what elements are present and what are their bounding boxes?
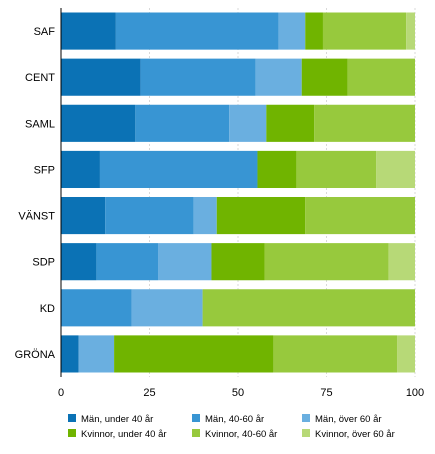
category-label: GRÖNA xyxy=(15,349,56,361)
bar-segment xyxy=(255,58,302,96)
bar-segment xyxy=(266,104,315,142)
bar-segment xyxy=(216,196,306,235)
bar-segment xyxy=(158,243,212,281)
bar-segment xyxy=(211,243,265,281)
legend: Män, under 40 år Män, 40-60 år Män, över 6… xyxy=(68,414,395,440)
tick-labels: 0 25 50 75 100 xyxy=(58,387,424,399)
x-tick-label: 75 xyxy=(320,387,332,399)
legend-swatch xyxy=(302,414,310,422)
bar-segment xyxy=(61,12,116,50)
x-tick-label: 50 xyxy=(232,387,244,399)
bar-segment xyxy=(278,12,306,50)
x-tick-label: 100 xyxy=(406,387,424,399)
bar-segment xyxy=(397,335,415,373)
legend-label: Män, 40-60 år xyxy=(205,414,264,425)
bar-segment xyxy=(61,196,106,235)
bar-segment xyxy=(131,289,203,327)
legend-swatch xyxy=(192,429,200,437)
bar-segment xyxy=(305,12,323,50)
category-label: VÄNST xyxy=(18,211,55,223)
legend-label: Kvinnor, över 60 år xyxy=(315,429,395,440)
category-label: SAML xyxy=(25,118,55,130)
legend-label: Kvinnor, 40-60 år xyxy=(205,429,277,440)
category-labels: SAF CENT SAML SFP VÄNST SDP KD GRÖNA xyxy=(15,26,56,361)
bar-segment xyxy=(99,150,258,189)
bar-segment xyxy=(140,58,256,96)
bar-segment xyxy=(61,104,136,142)
bar-segment xyxy=(305,196,415,235)
legend-label: Kvinnor, under 40 år xyxy=(81,429,167,440)
bar-segment xyxy=(388,243,415,281)
bar-segment xyxy=(105,196,194,235)
legend-swatch xyxy=(68,414,76,422)
bar-segment xyxy=(273,335,398,373)
bars xyxy=(61,12,415,373)
legend-label: Män, under 40 år xyxy=(81,414,153,425)
bar-segment xyxy=(296,150,377,189)
bar-segment xyxy=(78,335,115,373)
category-label: SAF xyxy=(34,26,56,38)
bar-segment xyxy=(322,12,407,50)
bar-segment xyxy=(193,196,217,235)
bar-segment xyxy=(314,104,415,142)
bar-segment xyxy=(61,58,141,96)
bar-segment xyxy=(229,104,267,142)
bar-segment xyxy=(96,243,159,281)
x-tick-label: 25 xyxy=(143,387,155,399)
bar-segment xyxy=(135,104,230,142)
bar-segment xyxy=(202,289,415,327)
legend-swatch xyxy=(302,429,310,437)
category-label: CENT xyxy=(25,72,55,84)
legend-swatch xyxy=(68,429,76,437)
legend-label: Män, över 60 år xyxy=(315,414,382,425)
category-label: KD xyxy=(40,303,55,315)
bar-segment xyxy=(114,335,274,373)
x-tick-label: 0 xyxy=(58,387,64,399)
bar-segment xyxy=(61,335,79,373)
legend-swatch xyxy=(192,414,200,422)
category-label: SDP xyxy=(32,257,55,269)
bar-segment xyxy=(301,58,348,96)
bar-segment xyxy=(115,12,279,50)
bar-segment xyxy=(61,150,100,189)
bar-segment xyxy=(376,150,415,189)
bar-segment xyxy=(61,243,97,281)
bar-segment xyxy=(61,289,132,327)
bar-segment xyxy=(264,243,389,281)
bar-segment xyxy=(406,12,415,50)
bar-segment xyxy=(257,150,297,189)
category-label: SFP xyxy=(34,164,55,176)
bar-segment xyxy=(347,58,415,96)
